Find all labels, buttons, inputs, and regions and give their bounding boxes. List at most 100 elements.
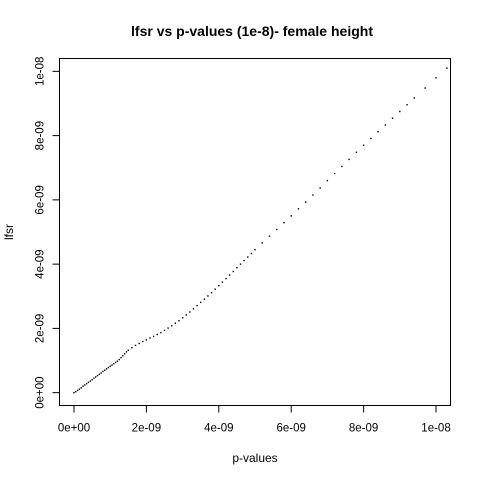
data-point xyxy=(126,351,127,352)
y-tick-label: 8e-09 xyxy=(35,121,47,150)
data-point xyxy=(88,382,89,383)
data-point xyxy=(218,285,219,286)
data-point xyxy=(189,311,190,312)
data-point xyxy=(298,208,299,209)
data-point xyxy=(233,271,234,272)
y-tick-label: 0e+00 xyxy=(35,376,47,408)
data-point xyxy=(363,145,364,146)
data-point xyxy=(99,374,100,375)
y-axis: 0e+00 2e-09 4e-09 6e-09 8e-09 1e-08 xyxy=(35,57,60,409)
data-point xyxy=(178,320,179,321)
data-point xyxy=(164,330,165,331)
x-tick-label: 1e-08 xyxy=(421,423,450,435)
data-point xyxy=(149,337,150,338)
y-tick-label: 4e-09 xyxy=(35,249,47,278)
data-point xyxy=(100,372,101,373)
data-point xyxy=(120,357,121,358)
data-point xyxy=(171,325,172,326)
x-tick-label: 8e-09 xyxy=(349,423,378,435)
data-points xyxy=(73,67,447,393)
data-point xyxy=(392,118,393,119)
data-point xyxy=(385,124,386,125)
data-point xyxy=(131,347,132,348)
data-point xyxy=(153,336,154,337)
data-point xyxy=(109,366,110,367)
data-point xyxy=(305,201,306,202)
data-point xyxy=(91,379,92,380)
data-point xyxy=(86,383,87,384)
y-tick-label: 6e-09 xyxy=(35,185,47,214)
data-point xyxy=(446,67,447,68)
data-point xyxy=(341,166,342,167)
x-axis: 0e+00 2e-09 4e-09 6e-09 8e-09 1e-08 xyxy=(58,406,451,435)
data-point xyxy=(236,267,237,268)
data-point xyxy=(119,359,120,360)
data-point xyxy=(102,371,103,372)
data-point xyxy=(254,249,255,250)
data-point xyxy=(128,350,129,351)
data-point xyxy=(283,222,284,223)
data-point xyxy=(90,380,91,381)
data-point xyxy=(370,138,371,139)
data-point xyxy=(262,242,263,243)
x-tick-label: 0e+00 xyxy=(58,423,90,435)
x-tick-label: 4e-09 xyxy=(204,423,233,435)
data-point xyxy=(291,215,292,216)
data-point xyxy=(142,341,143,342)
x-axis-label: p-values xyxy=(232,451,277,465)
data-point xyxy=(146,339,147,340)
x-tick-label: 6e-09 xyxy=(276,423,305,435)
data-point xyxy=(113,363,114,364)
data-point xyxy=(229,274,230,275)
data-point xyxy=(225,278,226,279)
data-point xyxy=(414,97,415,98)
data-point xyxy=(93,377,94,378)
data-point xyxy=(81,387,82,388)
data-point xyxy=(82,386,83,387)
data-point xyxy=(124,353,125,354)
data-point xyxy=(186,314,187,315)
x-tick-label: 2e-09 xyxy=(132,423,161,435)
data-point xyxy=(200,302,201,303)
data-point xyxy=(222,281,223,282)
data-point xyxy=(117,360,118,361)
data-point xyxy=(108,367,109,368)
data-point xyxy=(319,187,320,188)
y-tick-label: 1e-08 xyxy=(35,57,47,86)
data-point xyxy=(77,390,78,391)
data-point xyxy=(79,388,80,389)
data-point xyxy=(196,305,197,306)
data-point xyxy=(182,317,183,318)
data-point xyxy=(106,368,107,369)
data-point xyxy=(160,332,161,333)
data-point xyxy=(247,256,248,257)
data-point xyxy=(243,260,244,261)
data-point xyxy=(122,355,123,356)
chart-title: lfsr vs p-values (1e-8)- female height xyxy=(131,23,373,39)
data-point xyxy=(97,375,98,376)
data-point xyxy=(406,104,407,105)
data-point xyxy=(269,235,270,236)
data-point xyxy=(251,253,252,254)
data-point xyxy=(424,87,425,88)
data-point xyxy=(334,173,335,174)
data-point xyxy=(377,131,378,132)
data-point xyxy=(204,298,205,299)
data-point xyxy=(167,327,168,328)
data-point xyxy=(75,391,76,392)
data-point xyxy=(84,384,85,385)
data-point xyxy=(73,392,74,393)
data-point xyxy=(95,376,96,377)
data-point xyxy=(115,362,116,363)
data-point xyxy=(138,343,139,344)
data-point xyxy=(211,292,212,293)
data-point xyxy=(214,288,215,289)
y-tick-label: 2e-09 xyxy=(35,314,47,343)
y-axis-label: lfsr xyxy=(2,224,16,240)
data-point xyxy=(356,152,357,153)
data-point xyxy=(175,323,176,324)
data-point xyxy=(135,345,136,346)
data-point xyxy=(240,263,241,264)
data-point xyxy=(276,229,277,230)
